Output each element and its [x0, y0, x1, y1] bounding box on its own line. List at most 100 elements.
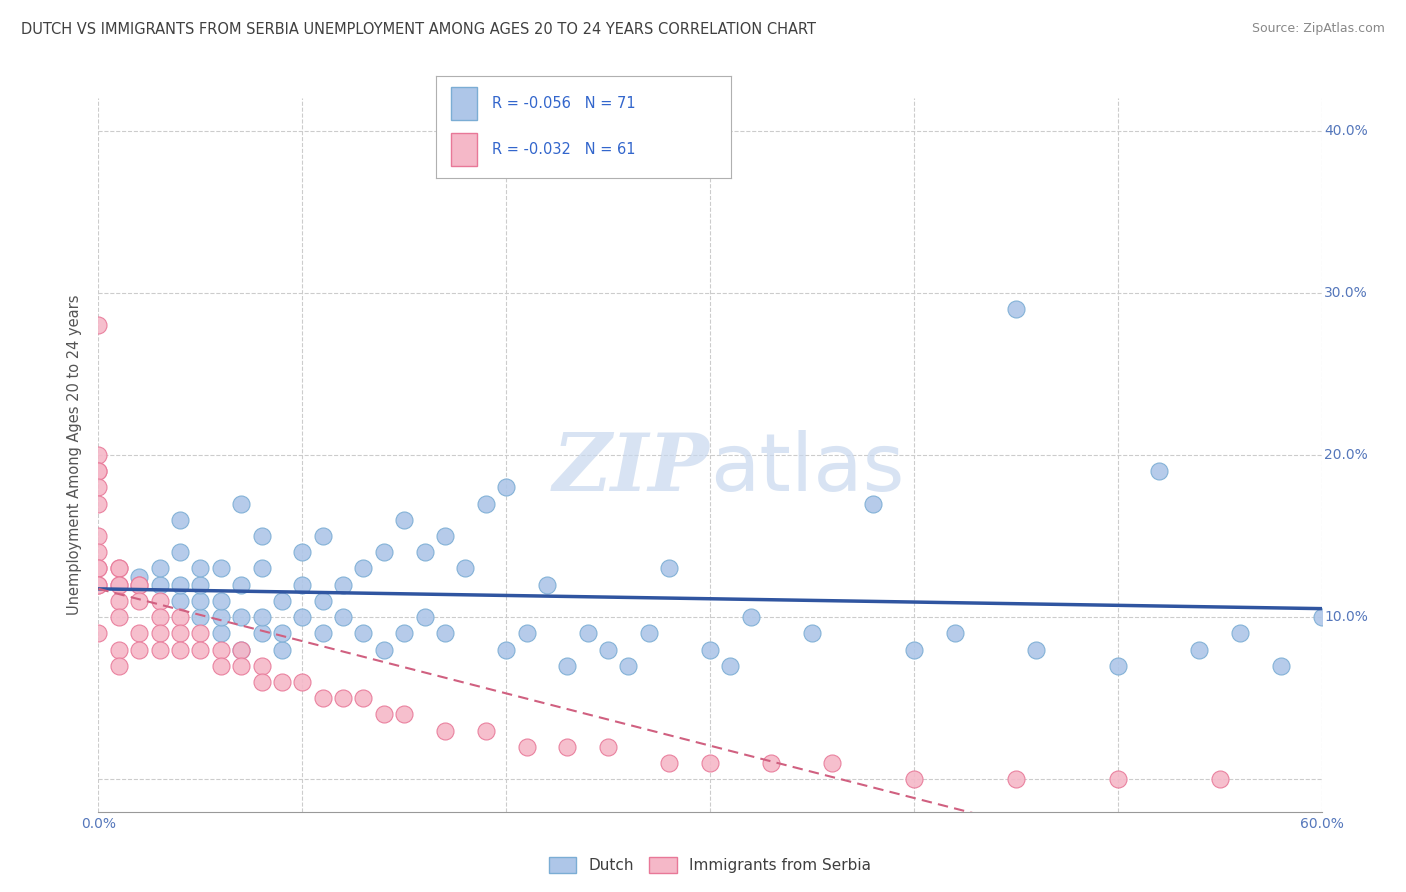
Point: [474, 497, 498, 511]
Point: [373, 707, 395, 722]
Point: [169, 610, 191, 624]
Point: [250, 561, 273, 575]
Point: [555, 658, 579, 673]
Point: [373, 545, 395, 559]
Text: 20.0%: 20.0%: [1324, 448, 1368, 462]
Point: [352, 626, 374, 640]
Point: [128, 577, 150, 591]
Point: [291, 545, 314, 559]
Point: [1107, 658, 1129, 673]
Point: [332, 610, 354, 624]
Point: [128, 569, 150, 583]
Point: [270, 594, 294, 608]
Point: [128, 594, 150, 608]
Point: [231, 497, 253, 511]
Point: [149, 594, 172, 608]
Point: [699, 642, 721, 657]
Point: [434, 529, 457, 543]
Point: [250, 529, 273, 543]
Point: [108, 642, 131, 657]
Point: [516, 626, 538, 640]
Point: [740, 610, 762, 624]
Point: [169, 594, 191, 608]
Point: [903, 642, 925, 657]
Point: [250, 610, 273, 624]
Bar: [450, 87, 477, 120]
Point: [149, 626, 172, 640]
Point: [149, 610, 172, 624]
Point: [761, 756, 783, 770]
Point: [149, 561, 172, 575]
Point: [312, 529, 335, 543]
Point: [1107, 772, 1129, 787]
Text: atlas: atlas: [710, 430, 904, 508]
Point: [291, 610, 314, 624]
Point: [516, 739, 538, 754]
Point: [617, 658, 640, 673]
Point: [270, 675, 294, 690]
Point: [1004, 301, 1026, 316]
Point: [1229, 626, 1251, 640]
Point: [250, 658, 273, 673]
Point: [352, 691, 374, 706]
Point: [250, 626, 273, 640]
Text: ZIP: ZIP: [553, 431, 710, 508]
Point: [128, 626, 150, 640]
Text: R = -0.032   N = 61: R = -0.032 N = 61: [492, 142, 636, 157]
Point: [536, 577, 558, 591]
Point: [495, 642, 517, 657]
Point: [1025, 642, 1047, 657]
Point: [250, 675, 273, 690]
Point: [576, 626, 599, 640]
Point: [658, 756, 681, 770]
Point: [352, 561, 374, 575]
Point: [332, 691, 354, 706]
Point: [598, 739, 620, 754]
Point: [231, 577, 253, 591]
Point: [1209, 772, 1232, 787]
Point: [87, 448, 110, 462]
Point: [231, 658, 253, 673]
Point: [87, 561, 110, 575]
Point: [312, 691, 335, 706]
Point: [209, 626, 232, 640]
Point: [87, 577, 110, 591]
Point: [209, 658, 232, 673]
Point: [149, 642, 172, 657]
Point: [108, 658, 131, 673]
Point: [188, 610, 212, 624]
Point: [943, 626, 966, 640]
Point: [373, 642, 395, 657]
Point: [87, 529, 110, 543]
Point: [209, 610, 232, 624]
Point: [291, 577, 314, 591]
Point: [1310, 610, 1333, 624]
Point: [454, 561, 477, 575]
Legend: Dutch, Immigrants from Serbia: Dutch, Immigrants from Serbia: [543, 851, 877, 879]
Point: [108, 561, 131, 575]
Point: [188, 642, 212, 657]
Point: [1004, 772, 1026, 787]
Text: 30.0%: 30.0%: [1324, 285, 1368, 300]
Text: 10.0%: 10.0%: [1324, 610, 1368, 624]
Point: [108, 577, 131, 591]
Point: [392, 707, 416, 722]
Point: [392, 626, 416, 640]
Point: [87, 497, 110, 511]
Point: [637, 626, 661, 640]
Point: [128, 577, 150, 591]
Text: DUTCH VS IMMIGRANTS FROM SERBIA UNEMPLOYMENT AMONG AGES 20 TO 24 YEARS CORRELATI: DUTCH VS IMMIGRANTS FROM SERBIA UNEMPLOY…: [21, 22, 815, 37]
Point: [169, 513, 191, 527]
Point: [903, 772, 925, 787]
Point: [270, 642, 294, 657]
Point: [312, 626, 335, 640]
Point: [108, 610, 131, 624]
Point: [169, 545, 191, 559]
Point: [169, 577, 191, 591]
Point: [718, 658, 742, 673]
Point: [1270, 658, 1292, 673]
Bar: [450, 133, 477, 166]
Point: [149, 577, 172, 591]
Point: [1188, 642, 1211, 657]
Point: [231, 610, 253, 624]
